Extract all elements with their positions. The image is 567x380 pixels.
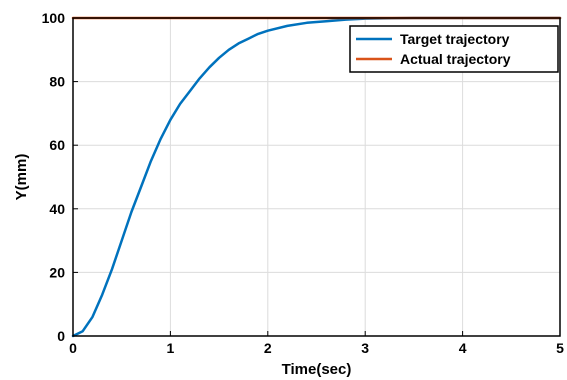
y-tick-label: 0 (57, 328, 65, 344)
x-tick-label: 5 (556, 340, 564, 356)
x-tick-label: 1 (167, 340, 175, 356)
y-tick-label: 100 (42, 10, 66, 26)
x-tick-label: 0 (69, 340, 77, 356)
x-tick-label: 2 (264, 340, 272, 356)
x-tick-label: 4 (459, 340, 467, 356)
series-line-1 (71, 16, 562, 338)
legend: Target trajectory Actual trajectory (349, 25, 559, 73)
legend-label: Target trajectory (400, 31, 510, 47)
plot-frame (72, 17, 561, 337)
y-tick-label: 20 (49, 264, 65, 280)
x-tick-label: 3 (361, 340, 369, 356)
y-tick-label: 80 (49, 74, 65, 90)
legend-box (349, 25, 559, 73)
y-tick-label: 60 (49, 137, 65, 153)
axis-ticks: 0 1 2 3 4 5 0 20 40 60 80 100 (42, 10, 564, 356)
x-axis-label: Time(sec) (282, 361, 352, 378)
y-axis-label: Y(mm) (13, 154, 30, 201)
legend-label: Actual trajectory (400, 51, 511, 67)
y-tick-label: 40 (49, 201, 65, 217)
